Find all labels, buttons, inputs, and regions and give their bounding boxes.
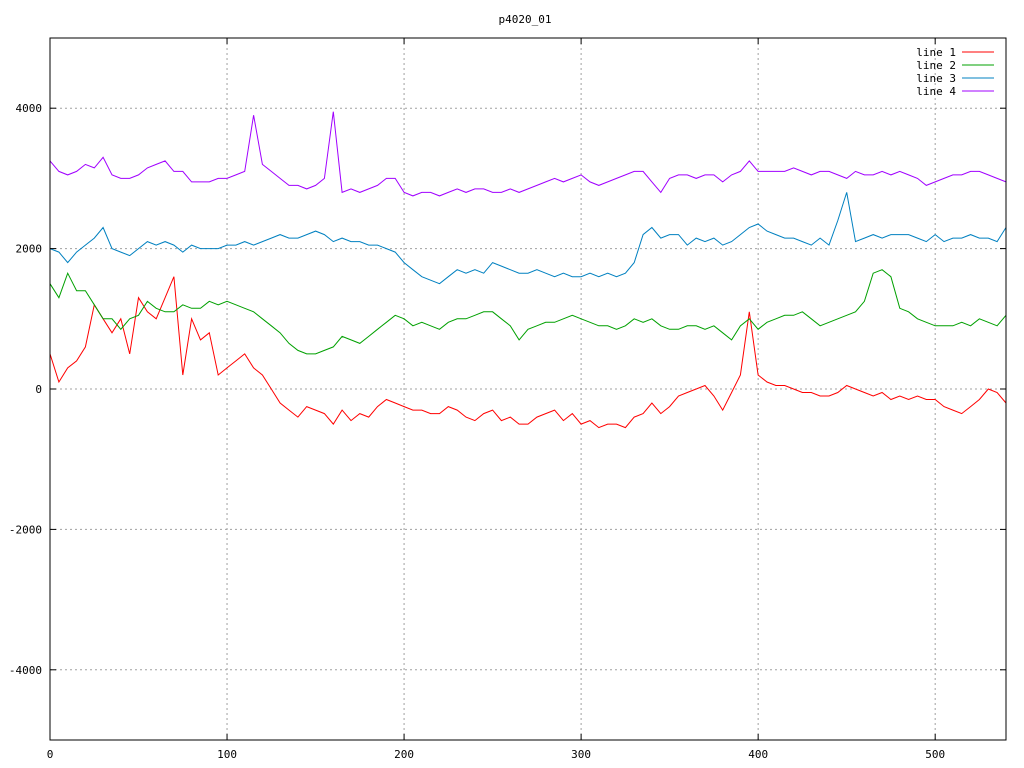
x-tick-label: 500 bbox=[925, 748, 945, 761]
y-tick-label: 0 bbox=[35, 383, 42, 396]
legend-label-3: line 3 bbox=[916, 72, 956, 85]
plot-frame bbox=[49, 37, 1007, 741]
x-tick-label: 100 bbox=[217, 748, 237, 761]
grid bbox=[50, 38, 1006, 740]
series-line-2 bbox=[49, 269, 1007, 355]
chart-title: p4020_01 bbox=[499, 13, 552, 26]
y-tick-label: -4000 bbox=[9, 664, 42, 677]
y-tick-label: 2000 bbox=[16, 243, 43, 256]
legend-label-1: line 1 bbox=[916, 46, 956, 59]
series-line-4 bbox=[49, 111, 1007, 197]
legend-label-2: line 2 bbox=[916, 59, 956, 72]
series-line-1 bbox=[49, 276, 1007, 429]
y-tick-label: 4000 bbox=[16, 102, 43, 115]
y-tick-label: -2000 bbox=[9, 523, 42, 536]
legend-label-4: line 4 bbox=[916, 85, 956, 98]
x-tick-label: 400 bbox=[748, 748, 768, 761]
series-line-3 bbox=[49, 192, 1007, 285]
x-tick-label: 0 bbox=[47, 748, 54, 761]
x-axis: 0 100 200 300 400 500 bbox=[47, 38, 945, 761]
y-axis: -4000 -2000 0 2000 4000 bbox=[9, 102, 1006, 677]
x-tick-label: 300 bbox=[571, 748, 591, 761]
x-tick-label: 200 bbox=[394, 748, 414, 761]
series-group bbox=[49, 111, 1007, 429]
